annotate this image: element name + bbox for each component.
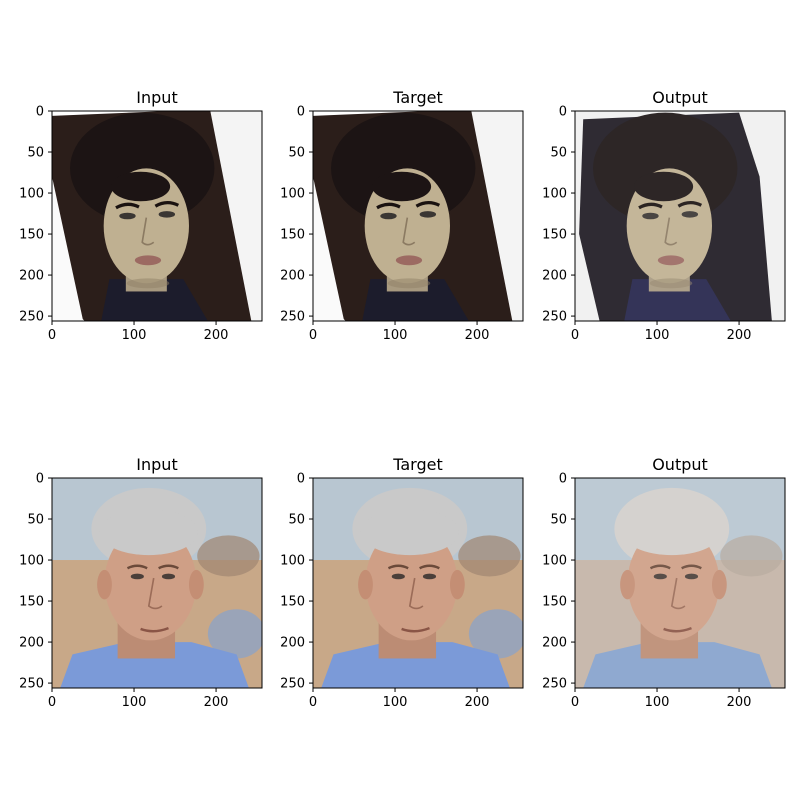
y-tick-label: 200 bbox=[280, 269, 305, 284]
y-tick-label: 200 bbox=[280, 636, 305, 651]
y-tick-label: 150 bbox=[19, 228, 44, 243]
face-image bbox=[313, 478, 523, 688]
y-tick-label: 50 bbox=[550, 513, 567, 528]
y-tick-label: 100 bbox=[19, 554, 44, 569]
axes-frame bbox=[574, 110, 786, 322]
y-tick-label: 250 bbox=[280, 677, 305, 692]
y-tick-label: 100 bbox=[542, 554, 567, 569]
y-tick-label: 50 bbox=[27, 513, 44, 528]
panel-title: Target bbox=[392, 88, 443, 107]
y-tick-label: 150 bbox=[542, 595, 567, 610]
y-tick-label: 100 bbox=[19, 187, 44, 202]
y-tick-label: 100 bbox=[280, 554, 305, 569]
x-tick-label: 100 bbox=[645, 328, 670, 343]
panel-title: Input bbox=[136, 455, 177, 474]
y-tick-label: 250 bbox=[280, 310, 305, 325]
y-tick-label: 50 bbox=[288, 146, 305, 161]
x-tick-label: 200 bbox=[727, 328, 752, 343]
y-tick-label: 0 bbox=[559, 472, 567, 487]
y-tick-label: 50 bbox=[27, 146, 44, 161]
y-tick-label: 50 bbox=[550, 146, 567, 161]
y-tick-label: 0 bbox=[36, 472, 44, 487]
face-image bbox=[52, 111, 262, 321]
y-tick-label: 0 bbox=[297, 105, 305, 120]
x-tick-label: 100 bbox=[122, 328, 147, 343]
y-tick-label: 100 bbox=[280, 187, 305, 202]
y-tick-label: 150 bbox=[19, 595, 44, 610]
x-tick-label: 0 bbox=[571, 328, 579, 343]
axes-frame bbox=[51, 110, 263, 322]
y-tick-label: 150 bbox=[280, 595, 305, 610]
x-tick-label: 0 bbox=[48, 328, 56, 343]
x-tick-label: 200 bbox=[465, 328, 490, 343]
face-image bbox=[575, 111, 785, 321]
panel-input-row1: Input 0 100 200 0 50 100 150 200 250 bbox=[19, 88, 263, 343]
panel-title: Output bbox=[652, 88, 708, 107]
y-tick-label: 0 bbox=[559, 105, 567, 120]
x-tick-label: 0 bbox=[571, 695, 579, 710]
y-tick-label: 250 bbox=[19, 310, 44, 325]
y-tick-label: 150 bbox=[280, 228, 305, 243]
y-tick-label: 250 bbox=[542, 677, 567, 692]
y-tick-label: 200 bbox=[542, 269, 567, 284]
x-tick-label: 200 bbox=[465, 695, 490, 710]
axes-frame bbox=[312, 110, 524, 322]
y-tick-label: 200 bbox=[542, 636, 567, 651]
panel-target-row1: Target 0 100 200 0 50 100 150 200 250 bbox=[280, 88, 524, 343]
y-tick-label: 100 bbox=[542, 187, 567, 202]
y-tick-label: 250 bbox=[19, 677, 44, 692]
x-tick-label: 100 bbox=[383, 328, 408, 343]
face-image bbox=[52, 478, 262, 688]
panels-layer: Input 0 100 200 0 50 100 150 200 250 Target 0 100 200… bbox=[19, 88, 786, 710]
panel-target-row2: Target 0 100 200 0 50 100 150 200 250 bbox=[280, 455, 524, 710]
panel-output-row2: Output 0 100 200 0 50 100 150 200 250 bbox=[542, 455, 786, 710]
y-tick-label: 200 bbox=[19, 636, 44, 651]
x-tick-label: 200 bbox=[204, 695, 229, 710]
y-tick-label: 150 bbox=[542, 228, 567, 243]
axes-frame bbox=[574, 477, 786, 689]
x-tick-label: 100 bbox=[383, 695, 408, 710]
y-tick-label: 0 bbox=[297, 472, 305, 487]
x-tick-label: 100 bbox=[645, 695, 670, 710]
panel-title: Input bbox=[136, 88, 177, 107]
x-tick-label: 200 bbox=[204, 328, 229, 343]
x-tick-label: 0 bbox=[309, 695, 317, 710]
panel-input-row2: Input 0 100 200 0 50 100 150 200 250 bbox=[19, 455, 263, 710]
panel-title: Target bbox=[392, 455, 443, 474]
face-image bbox=[575, 478, 785, 688]
axes-frame bbox=[312, 477, 524, 689]
x-tick-label: 100 bbox=[122, 695, 147, 710]
y-tick-label: 200 bbox=[19, 269, 44, 284]
y-tick-label: 50 bbox=[288, 513, 305, 528]
panel-title: Output bbox=[652, 455, 708, 474]
x-tick-label: 0 bbox=[48, 695, 56, 710]
x-tick-label: 0 bbox=[309, 328, 317, 343]
y-tick-label: 0 bbox=[36, 105, 44, 120]
axes-frame bbox=[51, 477, 263, 689]
panel-output-row1: Output 0 100 200 0 50 100 150 200 250 bbox=[542, 88, 786, 343]
x-tick-label: 200 bbox=[727, 695, 752, 710]
face-image bbox=[313, 111, 523, 321]
y-tick-label: 250 bbox=[542, 310, 567, 325]
